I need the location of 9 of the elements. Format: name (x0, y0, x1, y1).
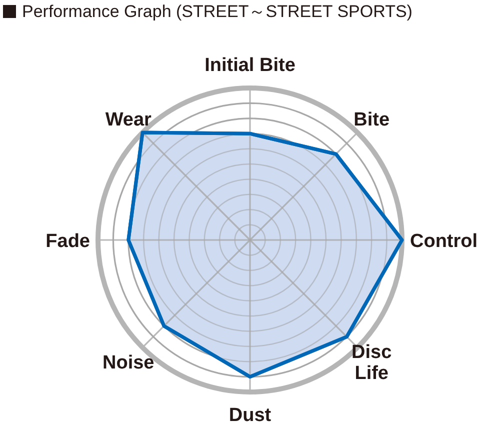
spoke-label: Disc Life (352, 342, 392, 384)
spoke-label: Control (410, 231, 478, 252)
spoke-label: Wear (105, 109, 152, 130)
chart-title: Performance Graph (STREET～STREET SPORTS) (22, 2, 412, 21)
spoke-label: Fade (46, 231, 90, 252)
spoke-label: Dust (228, 405, 272, 425)
spoke-label: Bite (354, 109, 390, 130)
spoke-label: Noise (102, 352, 154, 374)
spoke-label: Initial Bite (204, 55, 296, 76)
